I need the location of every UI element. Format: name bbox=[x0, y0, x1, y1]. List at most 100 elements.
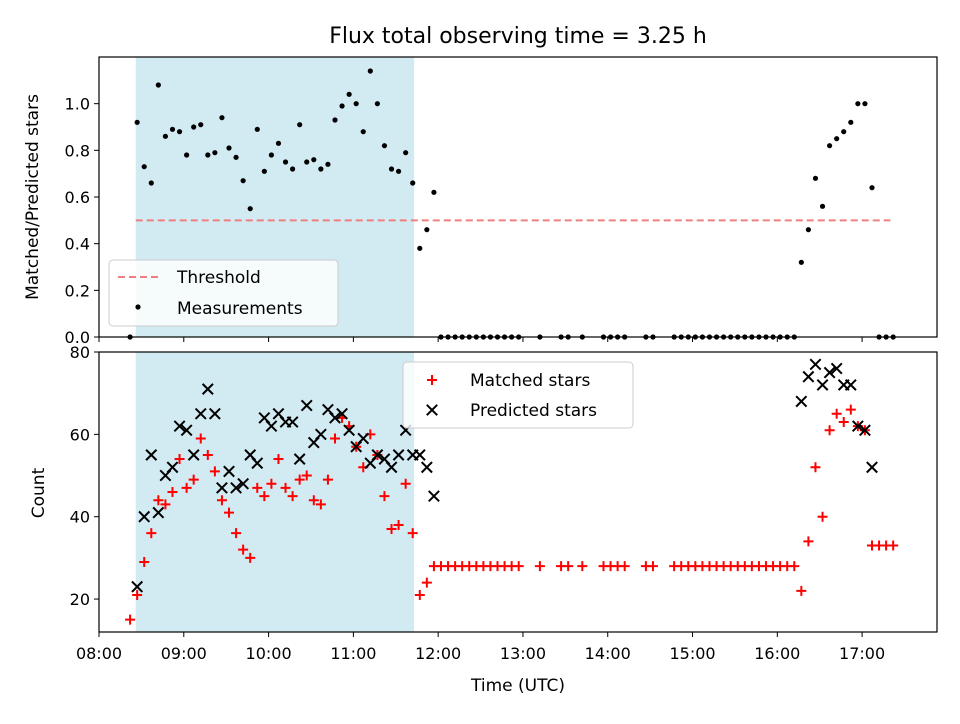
matched-star-point bbox=[838, 417, 849, 427]
x-tick-label: 10:00 bbox=[246, 644, 292, 663]
matched-star-point bbox=[789, 561, 800, 572]
predicted-star-point bbox=[223, 465, 235, 478]
matched-star-point bbox=[513, 561, 524, 572]
measurement-point bbox=[410, 180, 416, 186]
matched-star-point bbox=[888, 540, 899, 551]
predicted-star-point bbox=[131, 580, 144, 593]
measurement-point bbox=[353, 101, 359, 107]
predicted-star-point bbox=[357, 432, 370, 445]
predicted-star-point bbox=[371, 449, 384, 461]
legend-predicted-swatch bbox=[426, 404, 438, 416]
x-tick-label: 16:00 bbox=[754, 644, 800, 663]
matched-star-point bbox=[224, 507, 235, 518]
measurement-point bbox=[275, 140, 282, 146]
matched-star-point bbox=[831, 408, 842, 419]
matched-star-point bbox=[294, 474, 305, 485]
measurement-point bbox=[176, 129, 183, 135]
measurement-point bbox=[332, 117, 338, 123]
x-tick-label: 15:00 bbox=[669, 644, 715, 663]
measurement-point bbox=[191, 124, 197, 130]
predicted-star-point bbox=[809, 358, 822, 371]
matched-star-point bbox=[803, 536, 814, 547]
measurement-point bbox=[395, 168, 402, 174]
x-tick-label: 09:00 bbox=[161, 644, 207, 663]
axes-frame bbox=[98, 351, 938, 633]
measurement-point bbox=[169, 126, 176, 132]
matched-star-point bbox=[301, 470, 312, 481]
legend-matched-swatch bbox=[427, 375, 437, 385]
y-tick-label: 1.0 bbox=[65, 95, 90, 114]
matched-star-point bbox=[181, 482, 192, 493]
matched-star-point bbox=[231, 528, 242, 539]
matched-star-point bbox=[329, 433, 340, 444]
y-tick-label: 60 bbox=[70, 425, 90, 444]
measurement-point bbox=[869, 185, 875, 191]
matched-star-point bbox=[167, 487, 178, 497]
measurement-point bbox=[855, 101, 861, 107]
matched-star-point bbox=[577, 561, 588, 572]
predicted-star-point bbox=[152, 506, 165, 519]
predicted-star-point bbox=[187, 449, 200, 461]
predicted-star-point bbox=[859, 424, 871, 437]
matched-star-point bbox=[245, 552, 256, 563]
y-tick-label: 0.4 bbox=[65, 235, 90, 254]
measurement-point bbox=[848, 119, 854, 125]
measurement-point bbox=[148, 180, 154, 186]
legend-box bbox=[108, 259, 339, 327]
predicted-star-point bbox=[851, 420, 864, 433]
chart-title: Flux total observing time = 3.25 h bbox=[329, 24, 707, 49]
matched-star-point bbox=[810, 462, 821, 473]
y-tick-label: 40 bbox=[70, 508, 90, 527]
measurement-point bbox=[403, 150, 409, 156]
matched-star-point bbox=[421, 577, 432, 588]
matched-star-point bbox=[393, 519, 404, 530]
x-tick-label: 13:00 bbox=[500, 644, 546, 663]
measurement-point bbox=[805, 227, 812, 233]
matched-star-point bbox=[817, 511, 828, 522]
measurement-point bbox=[304, 159, 310, 165]
measurement-point bbox=[424, 227, 430, 233]
matched-star-point bbox=[153, 495, 164, 506]
measurement-point bbox=[134, 119, 140, 125]
legend-measurements-swatch bbox=[135, 304, 141, 310]
bottom-ylabel: Count bbox=[29, 467, 49, 518]
matched-star-point bbox=[796, 585, 807, 596]
predicted-star-point bbox=[208, 407, 221, 420]
x-tick-label: 11:00 bbox=[330, 644, 376, 663]
predicted-star-point bbox=[265, 420, 278, 433]
legend-top: Threshold Measurements bbox=[108, 259, 339, 327]
measurement-point bbox=[827, 143, 833, 149]
y-tick-label: 0.6 bbox=[65, 188, 90, 207]
measurement-point bbox=[388, 166, 395, 172]
legend-threshold-label: Threshold bbox=[176, 268, 261, 288]
legend-predicted-label: Predicted stars bbox=[470, 401, 597, 421]
matched-star-point bbox=[252, 482, 263, 493]
predicted-star-point bbox=[173, 420, 186, 433]
x-tick-label: 12:00 bbox=[415, 644, 461, 663]
predicted-star-point bbox=[286, 416, 299, 428]
matched-star-point bbox=[308, 495, 319, 506]
predicted-star-point bbox=[420, 461, 433, 474]
matched-star-point bbox=[400, 478, 411, 489]
measurement-point bbox=[862, 101, 868, 107]
x-tick-label: 08:00 bbox=[76, 644, 122, 663]
predicted-star-point bbox=[830, 362, 843, 375]
measurement-point bbox=[219, 115, 225, 121]
matched-star-point bbox=[125, 614, 136, 625]
predicted-star-point bbox=[230, 481, 242, 494]
matched-star-point bbox=[139, 557, 150, 567]
predicted-star-point bbox=[216, 481, 228, 494]
matched-star-point bbox=[534, 561, 545, 572]
matched-star-point bbox=[273, 454, 284, 465]
predicted-star-point bbox=[343, 424, 356, 437]
predicted-star-point bbox=[138, 510, 151, 523]
predicted-star-point bbox=[314, 428, 327, 441]
measurement-point bbox=[162, 133, 169, 139]
bottom-panel: 20 40 60 80 08:00 09:00 10:00 11:00 12:00 13:00 14… bbox=[70, 343, 938, 663]
top-ylabel: Matched/Predicted stars bbox=[23, 94, 43, 300]
matched-star-point bbox=[414, 589, 425, 600]
predicted-star-point bbox=[866, 461, 878, 474]
legend-box bbox=[402, 361, 634, 429]
measurement-point bbox=[226, 145, 232, 151]
